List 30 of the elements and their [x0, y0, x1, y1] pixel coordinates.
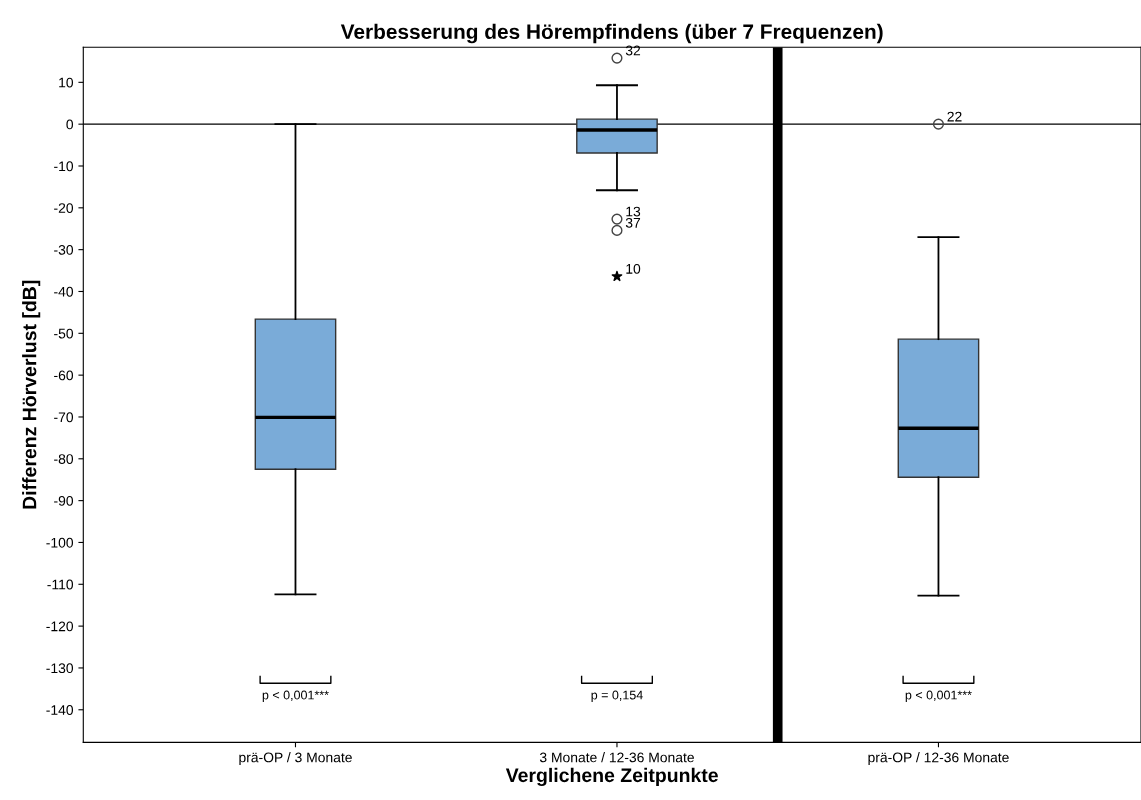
x-tick-label: 3 Monate / 12-36 Monate	[539, 752, 694, 763]
y-tick-label: -50	[54, 328, 74, 339]
annotation: p < 0,001***	[905, 690, 972, 702]
y-tick-label: -60	[54, 370, 74, 381]
y-axis-title: Differenz Hörverlust [dB]	[22, 280, 41, 509]
annotation: p < 0,001***	[262, 690, 329, 702]
y-tick-label: -30	[54, 244, 74, 255]
y-tick-label: 0	[66, 119, 74, 130]
annotation: 10	[626, 263, 641, 274]
annotation: 13	[626, 206, 641, 217]
annotation: p = 0,154	[591, 690, 643, 702]
y-tick-label: -110	[47, 579, 74, 590]
y-tick-label: -120	[46, 621, 74, 632]
x-tick-label: prä-OP / 12-36 Monate	[868, 752, 1009, 766]
y-tick-label: -20	[54, 203, 74, 213]
y-tick-label: -80	[54, 454, 74, 464]
annotation: 32	[625, 45, 641, 56]
y-tick-label: -40	[54, 286, 74, 297]
y-tick-label: 10	[59, 77, 74, 88]
y-tick-label: -100	[46, 537, 74, 548]
y-tick-label: -140	[46, 705, 74, 715]
chart-title: Verbesserung des Hörempfindens (über 7 Frequenzen)	[340, 23, 883, 44]
y-tick-label: -70	[54, 412, 74, 423]
annotation: 37	[625, 217, 641, 228]
y-tick-label: -90	[54, 495, 74, 506]
annotation: 22	[947, 111, 962, 122]
x-tick-label: prä-OP / 3 Monate	[239, 752, 352, 766]
y-tick-label: -10	[54, 161, 74, 172]
y-tick-label: -130	[46, 663, 74, 674]
x-axis-title: Verglichene Zeitpunkte	[505, 767, 718, 787]
